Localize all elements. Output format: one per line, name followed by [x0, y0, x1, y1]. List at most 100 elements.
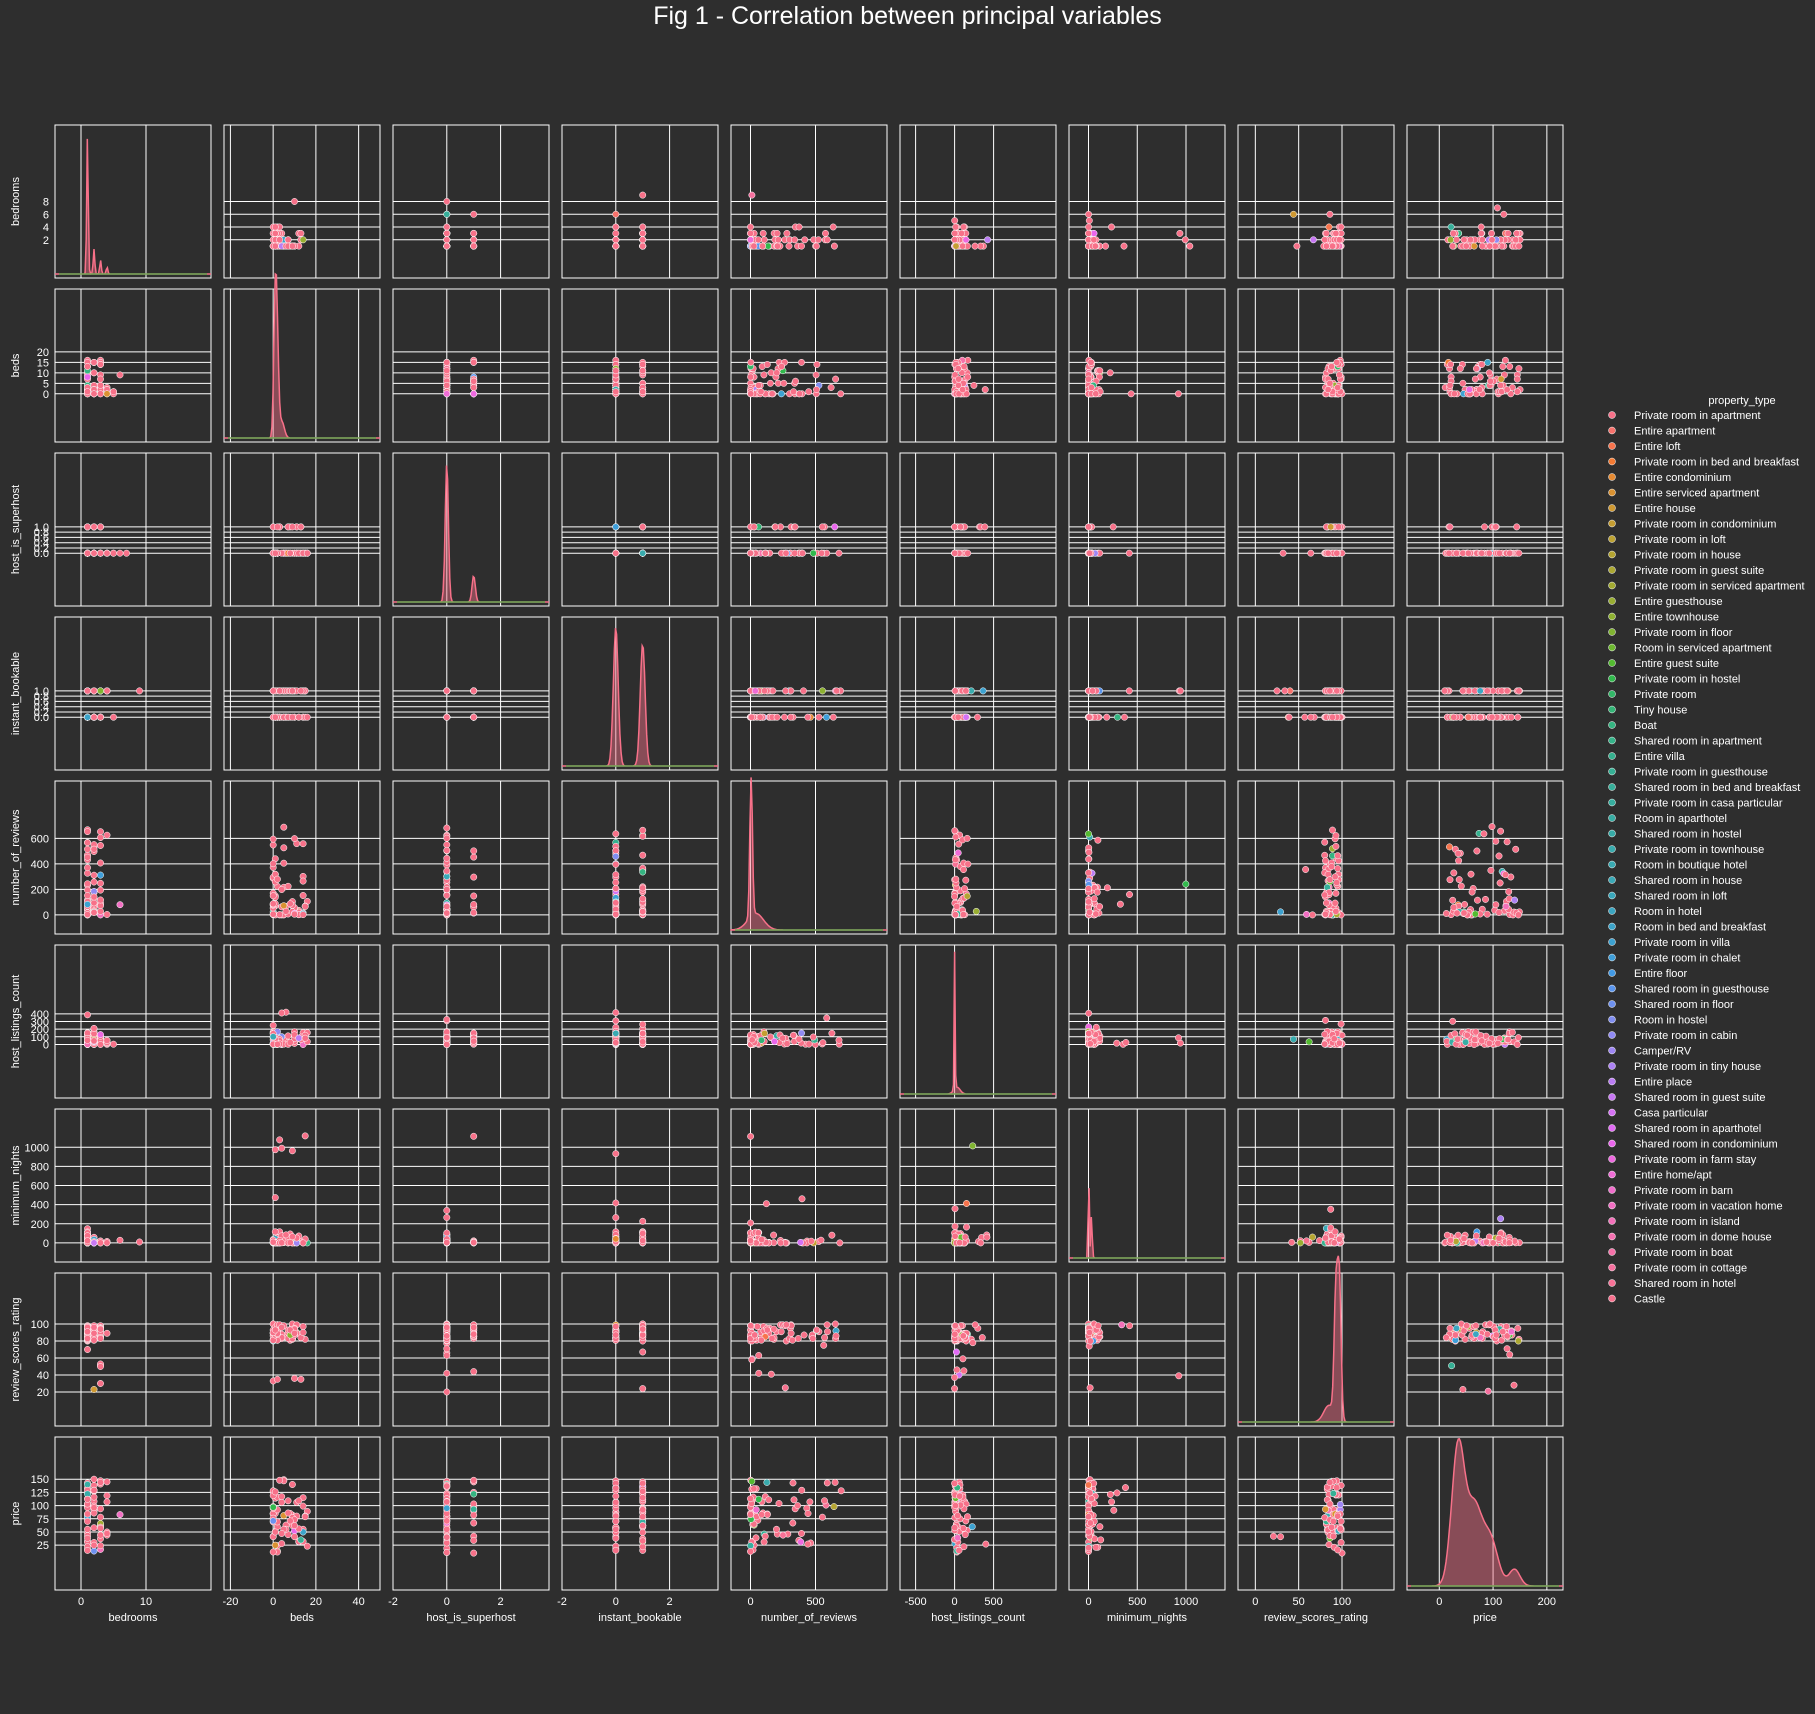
- scatter-point: [84, 901, 90, 907]
- panel-host_is_superhost-vs-review_scores_rating: [1238, 453, 1394, 606]
- y-tick-label: 600: [31, 833, 49, 845]
- scatter-point: [1447, 1237, 1453, 1243]
- scatter-point: [829, 1030, 835, 1036]
- y-tick-label: 800: [31, 1161, 49, 1173]
- panel-host_is_superhost-vs-host_listings_count: [900, 453, 1056, 606]
- scatter-point: [276, 1137, 282, 1143]
- panel-host_listings_count-vs-review_scores_rating: [1238, 945, 1394, 1098]
- scatter-point: [444, 847, 450, 853]
- scatter-point: [471, 1239, 477, 1245]
- y-axis-label: review_scores_rating: [10, 1298, 22, 1402]
- scatter-point: [285, 1033, 291, 1039]
- scatter-point: [1506, 1240, 1512, 1246]
- scatter-point: [1465, 550, 1471, 556]
- scatter-point: [784, 230, 790, 236]
- scatter-point: [84, 1346, 90, 1352]
- scatter-point: [97, 880, 103, 886]
- scatter-point: [1461, 901, 1467, 907]
- y-tick-label: 15: [37, 357, 49, 369]
- scatter-point: [1093, 911, 1099, 917]
- scatter-point: [758, 1037, 764, 1043]
- scatter-point: [1328, 524, 1334, 530]
- scatter-point: [1455, 858, 1461, 864]
- scatter-point: [816, 714, 822, 720]
- panel-frame: [224, 289, 380, 442]
- scatter-point: [1302, 866, 1308, 872]
- scatter-point: [84, 881, 90, 887]
- scatter-point: [959, 386, 965, 392]
- scatter-point: [1477, 688, 1483, 694]
- scatter-point: [270, 901, 276, 907]
- scatter-point: [956, 1240, 962, 1246]
- scatter-point: [444, 368, 450, 374]
- scatter-point: [613, 1009, 619, 1015]
- scatter-point: [1332, 900, 1338, 906]
- scatter-point: [1513, 237, 1519, 243]
- scatter-point: [444, 1016, 450, 1022]
- scatter-point: [757, 714, 763, 720]
- scatter-point: [1322, 858, 1328, 864]
- scatter-point: [1094, 889, 1100, 895]
- scatter-point: [640, 237, 646, 243]
- scatter-point: [751, 524, 757, 530]
- y-tick-label: 80: [37, 1336, 49, 1348]
- scatter-point: [1333, 832, 1339, 838]
- scatter-point: [1325, 550, 1331, 556]
- scatter-point: [91, 359, 97, 365]
- panel-host_listings_count-vs-host_is_superhost: [393, 945, 549, 1098]
- scatter-point: [613, 1040, 619, 1046]
- scatter-point: [782, 688, 788, 694]
- scatter-point: [471, 893, 477, 899]
- scatter-point: [272, 230, 278, 236]
- scatter-point: [1457, 365, 1463, 371]
- scatter-point: [640, 852, 646, 858]
- scatter-point: [770, 1232, 776, 1238]
- scatter-point: [97, 376, 103, 382]
- scatter-point: [289, 1234, 295, 1240]
- scatter-point: [1096, 903, 1102, 909]
- scatter-point: [1302, 714, 1308, 720]
- scatter-point: [954, 903, 960, 909]
- scatter-point: [784, 1041, 790, 1047]
- y-tick-label: 0: [43, 1238, 49, 1250]
- scatter-point: [97, 1363, 103, 1369]
- scatter-point: [1334, 688, 1340, 694]
- scatter-point: [800, 688, 806, 694]
- scatter-point: [1458, 883, 1464, 889]
- scatter-point: [1516, 365, 1522, 371]
- panel-host_is_superhost-vs-price: [1407, 453, 1563, 606]
- scatter-point: [279, 1324, 285, 1330]
- y-axis-label: instant_bookable: [10, 652, 22, 735]
- scatter-point: [830, 224, 836, 230]
- scatter-point: [97, 1335, 103, 1341]
- y-axis-label: number_of_reviews: [10, 809, 22, 905]
- panel-minimum_nights-vs-host_listings_count: [900, 1109, 1056, 1262]
- scatter-point: [774, 230, 780, 236]
- panel-minimum_nights-vs-minimum_nights: [1069, 1109, 1225, 1262]
- scatter-point: [764, 361, 770, 367]
- scatter-point: [281, 845, 287, 851]
- scatter-point: [84, 892, 90, 898]
- scatter-point: [91, 688, 97, 694]
- scatter-point: [613, 1332, 619, 1338]
- scatter-point: [270, 688, 276, 694]
- scatter-point: [832, 524, 838, 530]
- panel-host_is_superhost-vs-host_is_superhost: [393, 453, 549, 606]
- panel-host_is_superhost-vs-minimum_nights: [1069, 453, 1225, 606]
- scatter-point: [97, 829, 103, 835]
- panel-instant_bookable-vs-review_scores_rating: [1238, 617, 1394, 770]
- scatter-point: [1489, 823, 1495, 829]
- scatter-point: [1473, 1029, 1479, 1035]
- panel-bedrooms-vs-bedrooms: [55, 125, 211, 278]
- scatter-point: [1093, 391, 1099, 397]
- scatter-point: [748, 391, 754, 397]
- scatter-point: [748, 359, 754, 365]
- scatter-point: [104, 911, 110, 917]
- scatter-point: [613, 389, 619, 395]
- scatter-point: [974, 714, 980, 720]
- scatter-point: [838, 391, 844, 397]
- scatter-point: [444, 1352, 450, 1358]
- scatter-point: [1328, 863, 1334, 869]
- scatter-point: [1335, 524, 1341, 530]
